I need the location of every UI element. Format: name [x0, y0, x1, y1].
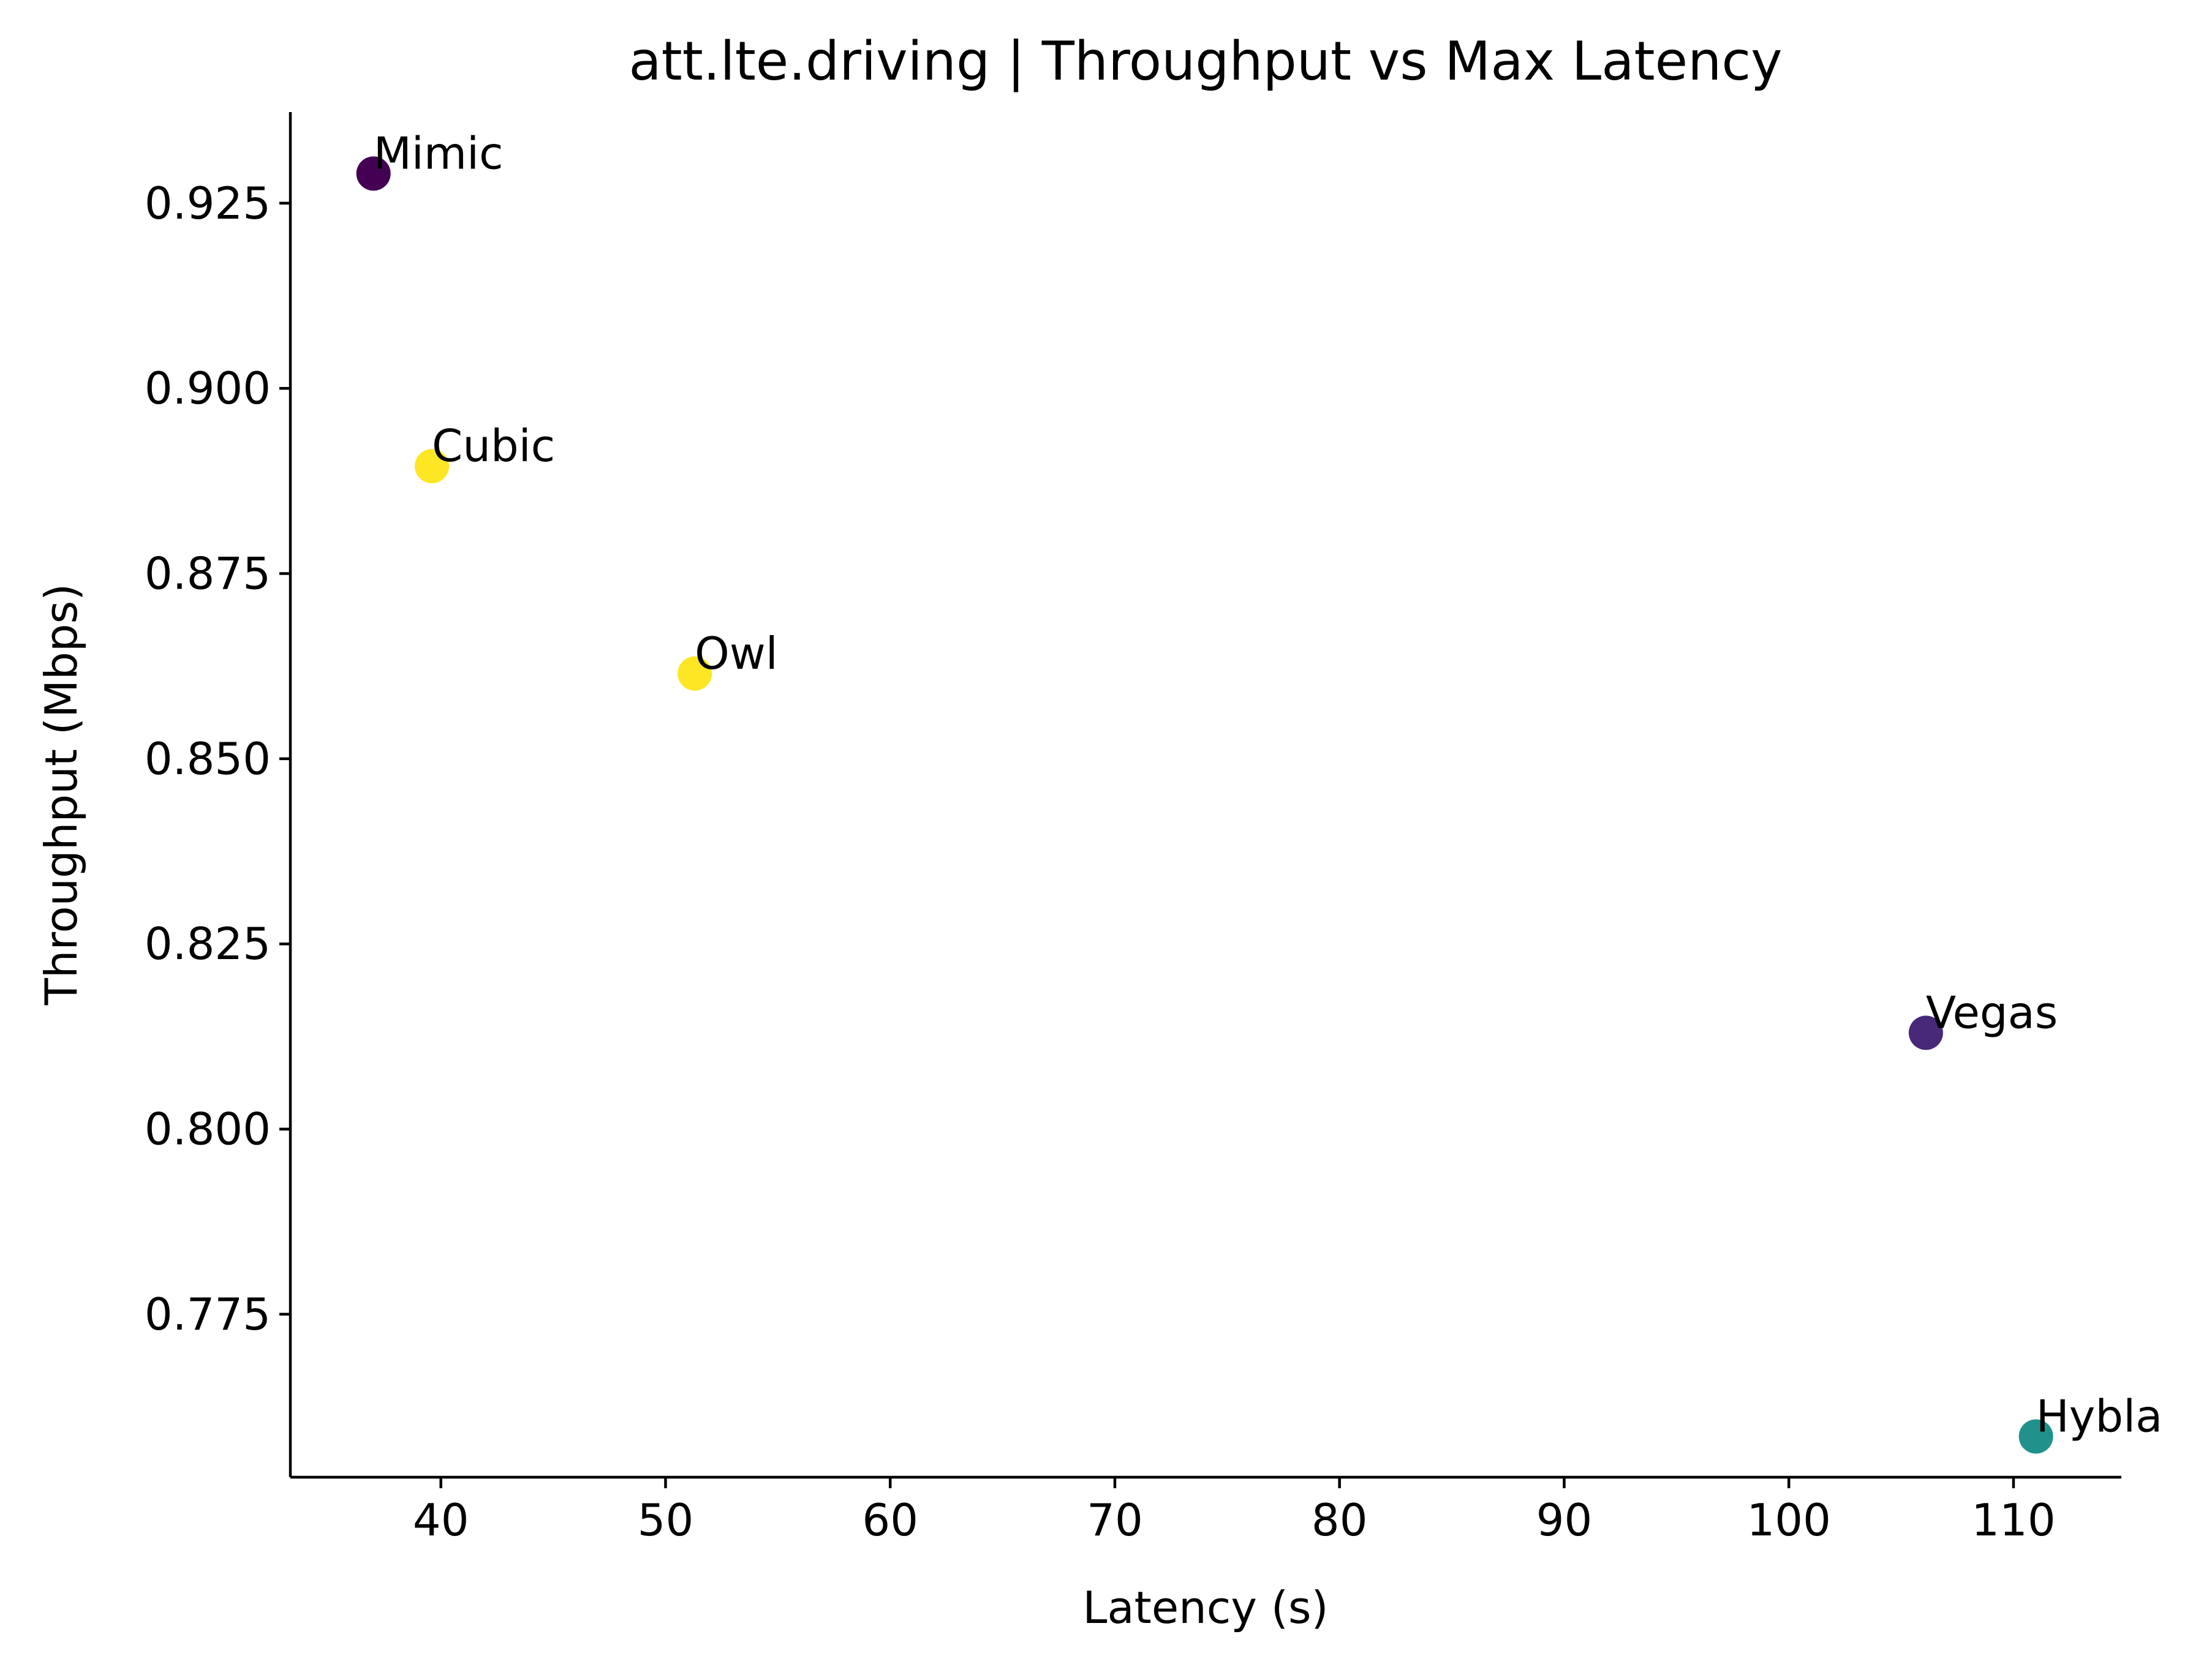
x-tick-label: 110: [1971, 1494, 2055, 1546]
y-axis-label: Throughput (Mbps): [36, 584, 87, 1006]
x-tick-label: 40: [413, 1494, 469, 1546]
y-tick-label: 0.775: [145, 1289, 271, 1340]
y-tick-label: 0.800: [145, 1104, 271, 1155]
chart-title: att.lte.driving | Throughput vs Max Late…: [628, 30, 1782, 93]
x-tick-label: 100: [1746, 1494, 1830, 1546]
y-tick-label: 0.875: [145, 548, 271, 599]
scatter-point-hybla: [2018, 1419, 2053, 1454]
scatter-point-vegas: [1908, 1015, 1943, 1050]
data-points: [356, 156, 2053, 1454]
x-tick-label: 70: [1087, 1494, 1143, 1546]
scatter-point-mimic: [356, 156, 391, 191]
y-tick-label: 0.850: [145, 733, 271, 785]
x-tick-label: 80: [1312, 1494, 1368, 1546]
point-label-cubic: Cubic: [432, 420, 555, 472]
y-tick-label: 0.925: [145, 178, 271, 229]
scatter-point-cubic: [415, 449, 450, 484]
axis-ticks: 40 50 60 70 80 90 100 110 0.775 0.800 0.825 0.850 0.…: [145, 178, 2056, 1546]
x-tick-label: 50: [638, 1494, 694, 1546]
x-axis-label: Latency (s): [1082, 1582, 1328, 1633]
y-tick-label: 0.825: [145, 918, 271, 969]
point-label-vegas: Vegas: [1926, 987, 2058, 1038]
x-tick-label: 90: [1536, 1494, 1593, 1546]
point-label-hybla: Hybla: [2036, 1390, 2163, 1442]
point-labels: Mimic Cubic Owl Vegas Hybla: [374, 127, 2163, 1442]
y-tick-label: 0.900: [145, 363, 271, 414]
point-label-mimic: Mimic: [374, 127, 504, 179]
x-tick-label: 60: [862, 1494, 918, 1546]
scatter-point-owl: [678, 656, 712, 691]
point-label-owl: Owl: [695, 628, 778, 679]
